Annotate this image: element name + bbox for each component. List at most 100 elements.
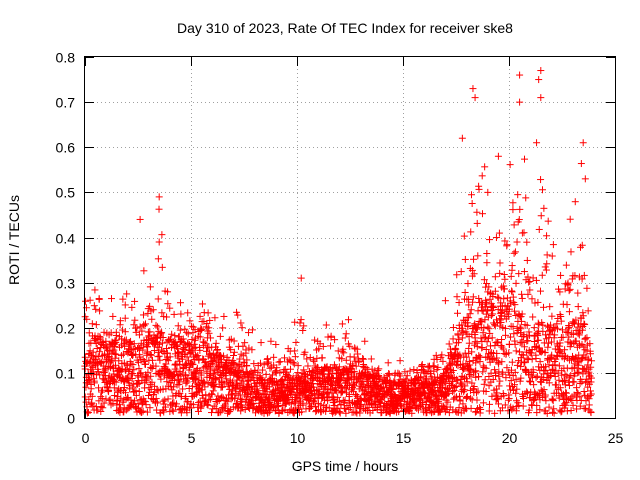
data-point — [203, 347, 211, 355]
data-point — [537, 67, 545, 75]
data-point — [339, 345, 347, 353]
data-point — [222, 375, 230, 383]
data-point — [131, 316, 139, 324]
data-point — [158, 339, 166, 347]
data-point — [183, 353, 191, 361]
data-point — [537, 176, 545, 184]
data-point — [241, 339, 249, 347]
data-point — [89, 348, 97, 356]
data-point — [538, 186, 546, 194]
data-point — [396, 357, 404, 365]
data-point — [453, 309, 461, 317]
data-point — [481, 163, 489, 171]
data-point — [207, 395, 215, 403]
data-point — [580, 387, 588, 395]
data-point — [500, 295, 508, 303]
data-point — [410, 398, 418, 406]
data-point — [219, 383, 227, 391]
data-point — [300, 322, 308, 330]
data-point — [574, 289, 582, 297]
data-point — [403, 372, 411, 380]
data-point — [181, 362, 189, 370]
data-point — [128, 303, 136, 311]
data-point — [183, 328, 191, 336]
data-point — [127, 396, 135, 404]
data-point — [538, 271, 546, 279]
data-point — [535, 225, 543, 233]
data-point — [85, 329, 93, 337]
data-point — [534, 336, 542, 344]
data-point — [413, 366, 421, 374]
data-point — [385, 370, 393, 378]
data-point — [142, 375, 150, 383]
data-point — [136, 215, 144, 223]
data-point — [85, 395, 93, 403]
data-point — [184, 309, 192, 317]
data-point — [494, 394, 502, 402]
data-point — [315, 345, 323, 353]
data-point — [243, 362, 251, 370]
data-point — [574, 390, 582, 398]
data-point — [148, 378, 156, 386]
data-point — [276, 384, 284, 392]
data-point — [181, 325, 189, 333]
data-point — [291, 347, 299, 355]
data-point — [363, 382, 371, 390]
data-point — [205, 329, 213, 337]
data-point — [270, 353, 278, 361]
data-point — [148, 315, 156, 323]
data-point — [147, 372, 155, 380]
data-point — [188, 382, 196, 390]
data-point — [479, 399, 487, 407]
data-point — [182, 393, 190, 401]
data-point — [461, 288, 469, 296]
data-point — [290, 360, 298, 368]
data-point — [274, 403, 282, 411]
data-point — [200, 378, 208, 386]
data-point — [492, 234, 500, 242]
data-point — [112, 361, 120, 369]
data-point — [220, 352, 228, 360]
data-point — [142, 401, 150, 409]
data-point — [256, 359, 264, 367]
data-point — [230, 352, 238, 360]
data-point — [135, 344, 143, 352]
data-point — [539, 303, 547, 311]
data-point — [88, 392, 96, 400]
data-point — [383, 401, 391, 409]
data-point — [189, 392, 197, 400]
data-point — [146, 350, 154, 358]
data-point — [318, 354, 326, 362]
data-point — [142, 320, 150, 328]
data-point — [520, 155, 528, 163]
data-point — [100, 399, 108, 407]
data-point — [207, 334, 215, 342]
data-point — [506, 161, 514, 169]
y-tick-label: 0.5 — [56, 185, 76, 201]
data-point — [176, 360, 184, 368]
data-point — [342, 330, 350, 338]
data-point — [367, 355, 375, 363]
data-point — [544, 217, 552, 225]
data-point — [152, 395, 160, 403]
data-point — [96, 334, 104, 342]
data-point — [520, 229, 528, 237]
data-point — [109, 312, 117, 320]
data-point — [340, 349, 348, 357]
data-point — [175, 349, 183, 357]
data-point — [557, 271, 565, 279]
data-point — [98, 338, 106, 346]
data-point — [563, 301, 571, 309]
data-point — [567, 248, 575, 256]
data-point — [246, 390, 254, 398]
data-point — [92, 305, 100, 313]
data-point — [222, 402, 230, 410]
data-point — [518, 294, 526, 302]
y-tick-label: 0.7 — [56, 95, 76, 111]
data-point — [300, 366, 308, 374]
data-point — [99, 404, 107, 412]
data-point — [283, 373, 291, 381]
data-point — [212, 376, 220, 384]
data-point — [97, 359, 105, 367]
